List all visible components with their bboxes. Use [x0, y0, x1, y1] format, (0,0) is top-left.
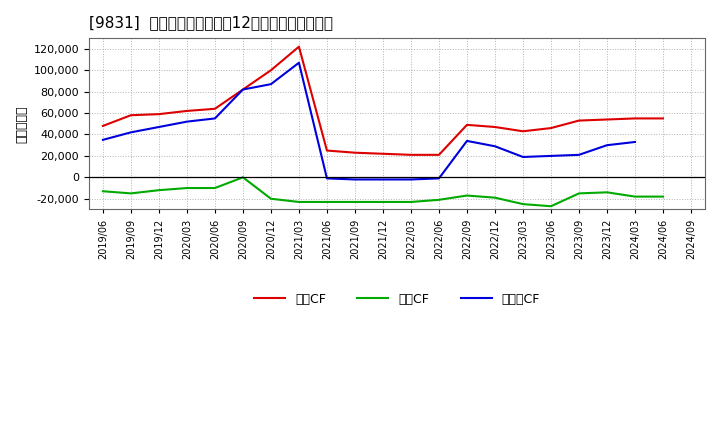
投資CF: [575, 191, 583, 196]
フリーCF: [99, 137, 107, 143]
フリーCF: [407, 177, 415, 182]
Legend: 営業CF, 投資CF, フリーCF: 営業CF, 投資CF, フリーCF: [249, 288, 545, 311]
投資CF: [238, 175, 247, 180]
Text: [9831]  キャッシュフローの12か月移動合計の推移: [9831] キャッシュフローの12か月移動合計の推移: [89, 15, 333, 30]
投資CF: [490, 195, 499, 200]
フリーCF: [603, 143, 611, 148]
投資CF: [407, 199, 415, 205]
営業CF: [659, 116, 667, 121]
投資CF: [294, 199, 303, 205]
フリーCF: [351, 177, 359, 182]
営業CF: [127, 113, 135, 118]
投資CF: [211, 185, 220, 191]
営業CF: [490, 125, 499, 130]
投資CF: [379, 199, 387, 205]
投資CF: [323, 199, 331, 205]
営業CF: [183, 108, 192, 114]
Line: フリーCF: フリーCF: [103, 63, 635, 180]
営業CF: [238, 87, 247, 92]
フリーCF: [546, 153, 555, 158]
投資CF: [351, 199, 359, 205]
営業CF: [518, 128, 527, 134]
フリーCF: [575, 152, 583, 158]
営業CF: [575, 118, 583, 123]
フリーCF: [379, 177, 387, 182]
投資CF: [99, 189, 107, 194]
営業CF: [435, 152, 444, 158]
フリーCF: [294, 60, 303, 66]
営業CF: [351, 150, 359, 155]
Line: 営業CF: 営業CF: [103, 47, 663, 155]
Y-axis label: （百万円）: （百万円）: [15, 105, 28, 143]
投資CF: [518, 202, 527, 207]
フリーCF: [238, 87, 247, 92]
営業CF: [266, 68, 275, 73]
投資CF: [631, 194, 639, 199]
投資CF: [155, 187, 163, 193]
投資CF: [266, 196, 275, 202]
フリーCF: [211, 116, 220, 121]
投資CF: [546, 204, 555, 209]
営業CF: [155, 111, 163, 117]
営業CF: [407, 152, 415, 158]
営業CF: [603, 117, 611, 122]
フリーCF: [127, 130, 135, 135]
フリーCF: [463, 138, 472, 143]
フリーCF: [323, 176, 331, 181]
営業CF: [379, 151, 387, 156]
営業CF: [99, 123, 107, 128]
フリーCF: [155, 125, 163, 130]
投資CF: [463, 193, 472, 198]
フリーCF: [631, 139, 639, 145]
フリーCF: [518, 154, 527, 160]
営業CF: [631, 116, 639, 121]
フリーCF: [183, 119, 192, 124]
投資CF: [183, 185, 192, 191]
投資CF: [435, 197, 444, 202]
フリーCF: [490, 143, 499, 149]
Line: 投資CF: 投資CF: [103, 177, 663, 206]
営業CF: [546, 125, 555, 131]
フリーCF: [435, 176, 444, 181]
営業CF: [463, 122, 472, 128]
投資CF: [603, 190, 611, 195]
営業CF: [323, 148, 331, 153]
投資CF: [659, 194, 667, 199]
フリーCF: [266, 81, 275, 87]
投資CF: [127, 191, 135, 196]
営業CF: [211, 106, 220, 111]
営業CF: [294, 44, 303, 49]
